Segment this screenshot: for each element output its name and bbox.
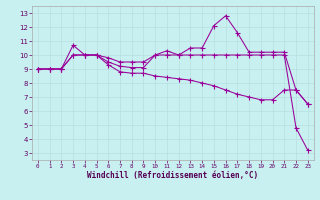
X-axis label: Windchill (Refroidissement éolien,°C): Windchill (Refroidissement éolien,°C) <box>87 171 258 180</box>
